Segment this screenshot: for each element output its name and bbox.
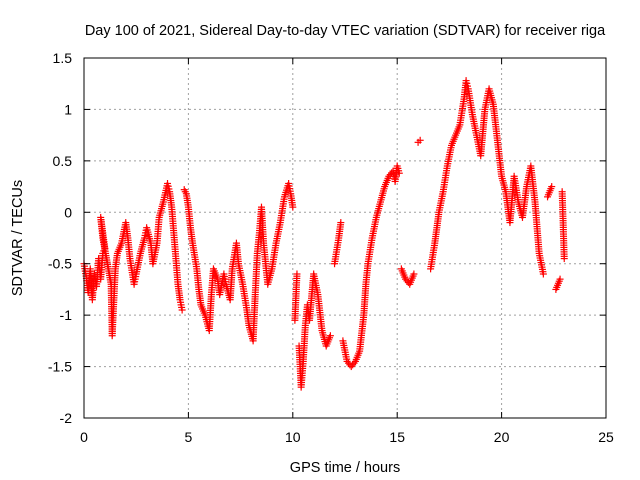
x-tick-label: 15 (389, 429, 405, 445)
grid-layer (84, 58, 606, 418)
tick-layer (83, 57, 607, 419)
y-tick-label: 1.5 (53, 50, 73, 66)
x-axis-title: GPS time / hours (290, 460, 400, 476)
data-point-marker (556, 275, 564, 283)
y-axis-title: SDTVAR / TECUs (10, 180, 26, 296)
data-point-marker (560, 255, 568, 263)
data-point-marker (289, 203, 297, 211)
y-tick-label: -1.5 (48, 359, 72, 375)
x-tick-label: 10 (285, 429, 301, 445)
data-point-marker (416, 136, 424, 144)
data-point-marker (293, 270, 301, 278)
data-point-marker (178, 306, 186, 314)
data-point-marker (548, 183, 556, 191)
y-tick-label: 1 (64, 101, 72, 117)
data-point-marker (326, 332, 334, 340)
x-tick-label: 0 (80, 429, 88, 445)
y-tick-label: 0.5 (53, 153, 73, 169)
x-tick-label: 5 (185, 429, 193, 445)
marker-layer (80, 77, 568, 391)
plot-frame (83, 57, 607, 419)
data-point-marker (395, 169, 403, 177)
data-point-marker (337, 219, 345, 227)
chart-title: Day 100 of 2021, Sidereal Day-to-day VTE… (85, 23, 606, 39)
y-tick-label: -0.5 (48, 256, 72, 272)
y-tick-label: 0 (64, 204, 72, 220)
data-point-marker (539, 270, 547, 278)
y-tick-label: -2 (60, 410, 73, 426)
tick-label-layer: 0 5 10 15 20 25 -2 -1.5 -1 -0.5 0 0.5 1 1.5 (48, 50, 614, 445)
data-point-marker (350, 359, 358, 367)
data-point-marker (410, 270, 418, 278)
y-tick-label: -1 (60, 307, 73, 323)
x-tick-label: 25 (598, 429, 614, 445)
x-tick-label: 20 (494, 429, 510, 445)
